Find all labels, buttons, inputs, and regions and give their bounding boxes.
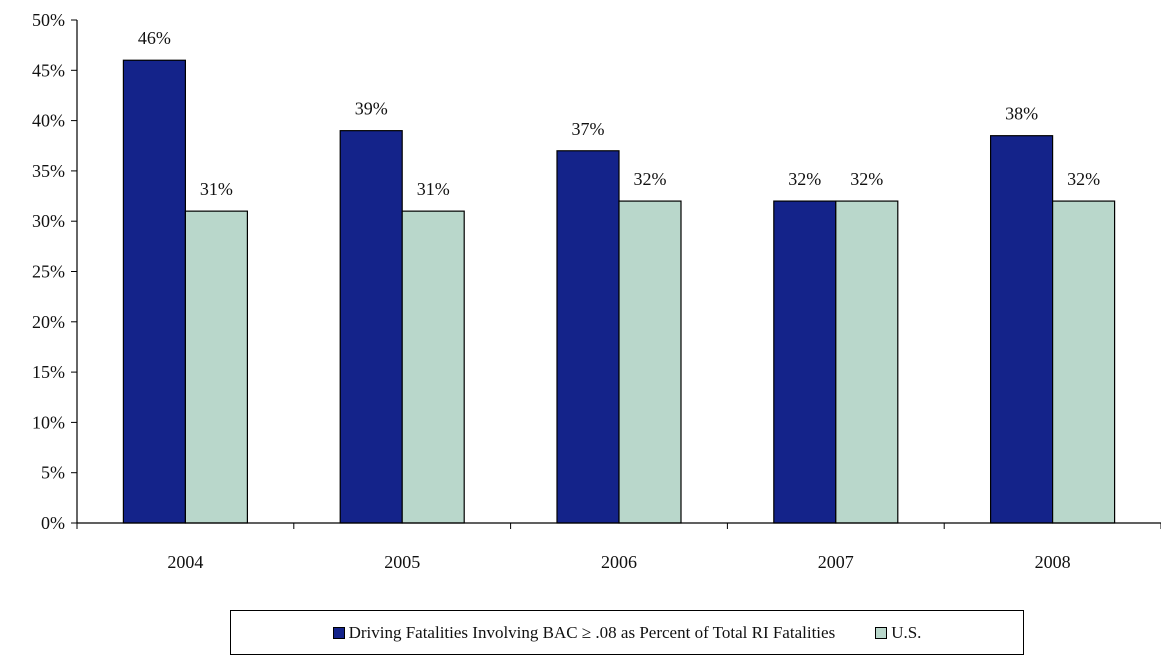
data-label-ri: 46% — [138, 28, 171, 48]
legend-swatch-ri — [332, 626, 345, 639]
legend-swatch-us — [875, 626, 888, 639]
x-category-label: 2008 — [1035, 552, 1071, 572]
data-label-us: 32% — [1067, 169, 1100, 189]
x-category-label: 2004 — [167, 552, 203, 572]
y-tick-label: 35% — [32, 161, 65, 181]
y-tick-label: 30% — [32, 211, 65, 231]
bar-ri — [773, 200, 837, 524]
y-tick-label: 5% — [41, 463, 65, 483]
legend: Driving Fatalities Involving BAC ≥ .08 a… — [230, 610, 1024, 655]
y-tick-label: 25% — [32, 262, 65, 282]
y-tick-label: 40% — [32, 111, 65, 131]
legend-item-ri: Driving Fatalities Involving BAC ≥ .08 a… — [332, 622, 836, 643]
data-label-us: 31% — [417, 179, 450, 199]
bar-us — [1051, 200, 1116, 524]
y-tick-label: 50% — [32, 10, 65, 30]
data-label-us: 32% — [850, 169, 883, 189]
y-tick-label: 45% — [32, 60, 65, 80]
legend-label-ri: Driving Fatalities Involving BAC ≥ .08 a… — [348, 622, 836, 642]
data-label-ri: 38% — [1005, 104, 1038, 124]
data-label-us: 31% — [200, 179, 233, 199]
bar-ri — [122, 59, 187, 524]
data-label-us: 32% — [634, 169, 667, 189]
bar-ri — [989, 135, 1054, 524]
x-category-label: 2005 — [384, 552, 420, 572]
legend-item-us: U.S. — [875, 623, 921, 643]
bar-us — [401, 210, 465, 524]
y-tick-label: 20% — [32, 312, 65, 332]
data-label-ri: 37% — [572, 119, 605, 139]
x-category-label: 2006 — [601, 552, 637, 572]
legend-label-us: U.S. — [891, 622, 922, 642]
data-label-ri: 32% — [788, 169, 821, 189]
y-tick-label: 10% — [32, 412, 65, 432]
bar-us — [835, 200, 899, 524]
x-category-label: 2007 — [818, 552, 854, 572]
data-label-ri: 39% — [355, 99, 388, 119]
bar-ri — [339, 130, 403, 524]
y-tick-label: 0% — [41, 513, 65, 533]
bar-chart: 0% 5% 10% 15% 20% 25% 30% 35% 40% 45% 50% 46% 31% 200… — [32, 10, 1161, 572]
y-tick-label: 15% — [32, 362, 65, 382]
bar-us — [618, 200, 682, 524]
bar-us — [184, 210, 248, 524]
bar-ri — [556, 150, 620, 524]
